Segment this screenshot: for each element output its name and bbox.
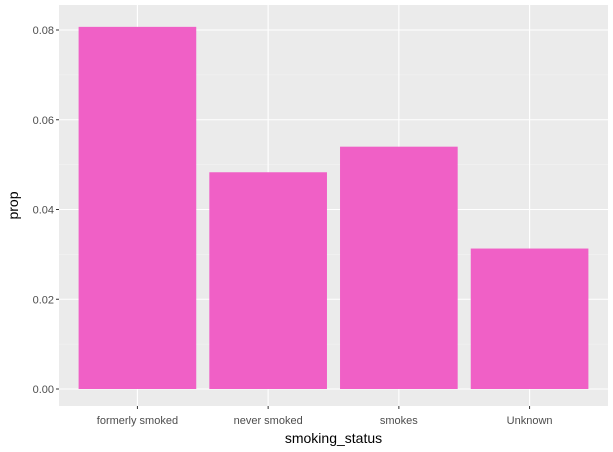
x-tick-label: smokes — [380, 415, 418, 427]
x-axis-title: smoking_status — [285, 430, 382, 446]
x-tick-label: never smoked — [234, 415, 303, 427]
x-axis: formerly smoked never smoked smokes Unknown — [97, 406, 553, 427]
y-tick-label: 0.06 — [33, 115, 54, 127]
y-tick-label: 0.08 — [33, 25, 54, 37]
bar-smokes — [340, 146, 458, 389]
bar-formerly-smoked — [78, 26, 197, 389]
bar-never-smoked — [209, 172, 327, 389]
y-axis-title: prop — [5, 191, 21, 219]
y-tick-label: 0.02 — [33, 294, 54, 306]
x-tick-label: formerly smoked — [97, 415, 178, 427]
bars — [78, 26, 589, 389]
y-axis: 0.00 0.02 0.04 0.06 0.08 — [33, 25, 59, 396]
y-tick-label: 0.04 — [33, 205, 54, 217]
x-tick-label: Unknown — [507, 415, 553, 427]
bar-unknown — [470, 248, 589, 389]
y-tick-label: 0.00 — [33, 384, 54, 396]
